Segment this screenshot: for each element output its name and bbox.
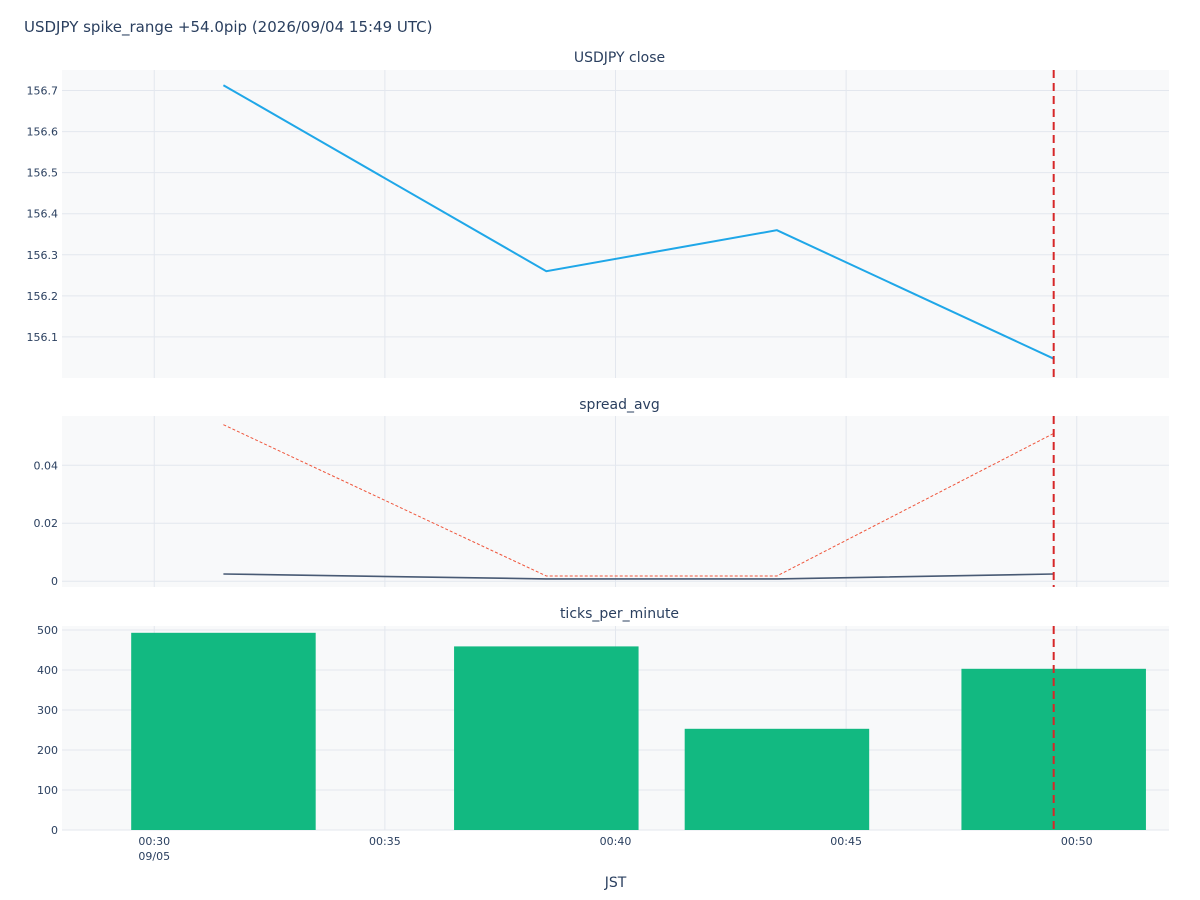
chart-title: USDJPY spike_range +54.0pip (2026/09/04 … (24, 18, 433, 36)
series-line-2-2 (223, 424, 1054, 577)
x-tick-label: 00:40 (600, 835, 632, 848)
x-tick-label: 00:50 (1061, 835, 1093, 848)
series-line-2-1 (223, 573, 1054, 580)
y-tick-label: 156.1 (27, 331, 59, 344)
x-tick-label: 00:30 (138, 835, 170, 848)
panel-title-1: USDJPY close (574, 50, 665, 66)
bar-2 (454, 646, 639, 830)
y-tick-label: 156.5 (27, 167, 59, 180)
y-tick-label: 156.4 (27, 208, 59, 221)
y-tick-label: 156.6 (27, 126, 59, 139)
x-axis-label: JST (604, 875, 627, 891)
y-tick-label: 156.2 (27, 290, 59, 303)
y-tick-label: 0.04 (34, 459, 59, 472)
y-tick-label: 500 (37, 624, 58, 637)
bar-1 (131, 632, 316, 830)
y-tick-label: 0 (51, 575, 58, 588)
bar-3 (684, 728, 870, 830)
x-tick-date-label: 09/05 (138, 850, 170, 863)
y-tick-label: 0.02 (34, 517, 59, 530)
panel-title-2: spread_avg (579, 397, 659, 413)
y-tick-label: 300 (37, 704, 58, 717)
y-tick-label: 400 (37, 664, 58, 677)
y-tick-label: 156.7 (27, 85, 59, 98)
y-tick-label: 100 (37, 784, 58, 797)
y-tick-label: 200 (37, 744, 58, 757)
series-line-1-1 (222, 84, 1055, 360)
x-tick-label: 00:45 (830, 835, 862, 848)
y-tick-label: 0 (51, 824, 58, 837)
panel-title-3: ticks_per_minute (560, 606, 679, 622)
y-tick-label: 156.3 (27, 249, 59, 262)
x-tick-label: 00:35 (369, 835, 401, 848)
